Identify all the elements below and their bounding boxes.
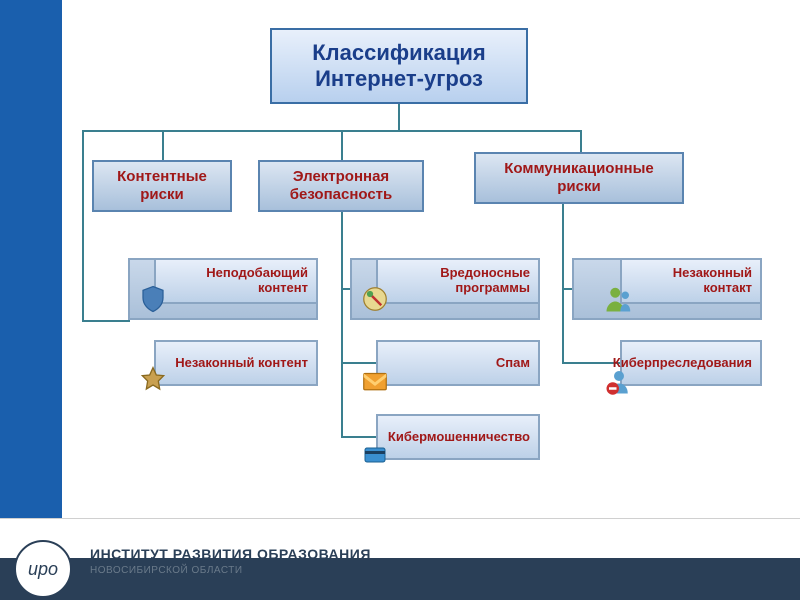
leaf-inapp: Неподобающий контент <box>154 258 318 304</box>
card-icon <box>358 438 392 472</box>
connector <box>341 130 343 160</box>
footer-logo: иро <box>14 540 72 598</box>
mail-icon <box>358 364 392 398</box>
leaf-fraud: Кибермошенничество <box>376 414 540 460</box>
footer-subtitle: НОВОСИБИРСКОЙ ОБЛАСТИ <box>90 565 243 576</box>
org-chart: Классификация Интернет-угроз Контентные р… <box>62 0 800 520</box>
footer-logo-text: иро <box>28 559 58 580</box>
leaf-stalk: Киберпреследования <box>620 340 762 386</box>
category-content: Контентные риски <box>92 160 232 212</box>
person-icon <box>602 282 636 316</box>
connector <box>398 104 400 132</box>
leaf-contact: Незаконный контакт <box>620 258 762 304</box>
category-comm: Коммуникационные риски <box>474 152 684 204</box>
stop-icon <box>602 364 636 398</box>
star-icon <box>136 364 170 398</box>
leaf-illegal: Незаконный контент <box>154 340 318 386</box>
footer-title: ИНСТИТУТ РАЗВИТИЯ ОБРАЗОВАНИЯ <box>90 546 371 562</box>
bug-icon <box>358 282 392 316</box>
connector <box>562 204 564 364</box>
shield-icon <box>136 282 170 316</box>
connector <box>82 320 130 322</box>
connector <box>82 130 582 132</box>
root-node: Классификация Интернет-угроз <box>270 28 528 104</box>
category-esafety: Электронная безопасность <box>258 160 424 212</box>
leaf-malware: Вредоносные программы <box>376 258 540 304</box>
connector <box>580 130 582 154</box>
connector <box>162 130 164 160</box>
connector <box>82 130 84 322</box>
left-strip <box>0 0 62 600</box>
leaf-spam: Спам <box>376 340 540 386</box>
connector <box>341 212 343 436</box>
